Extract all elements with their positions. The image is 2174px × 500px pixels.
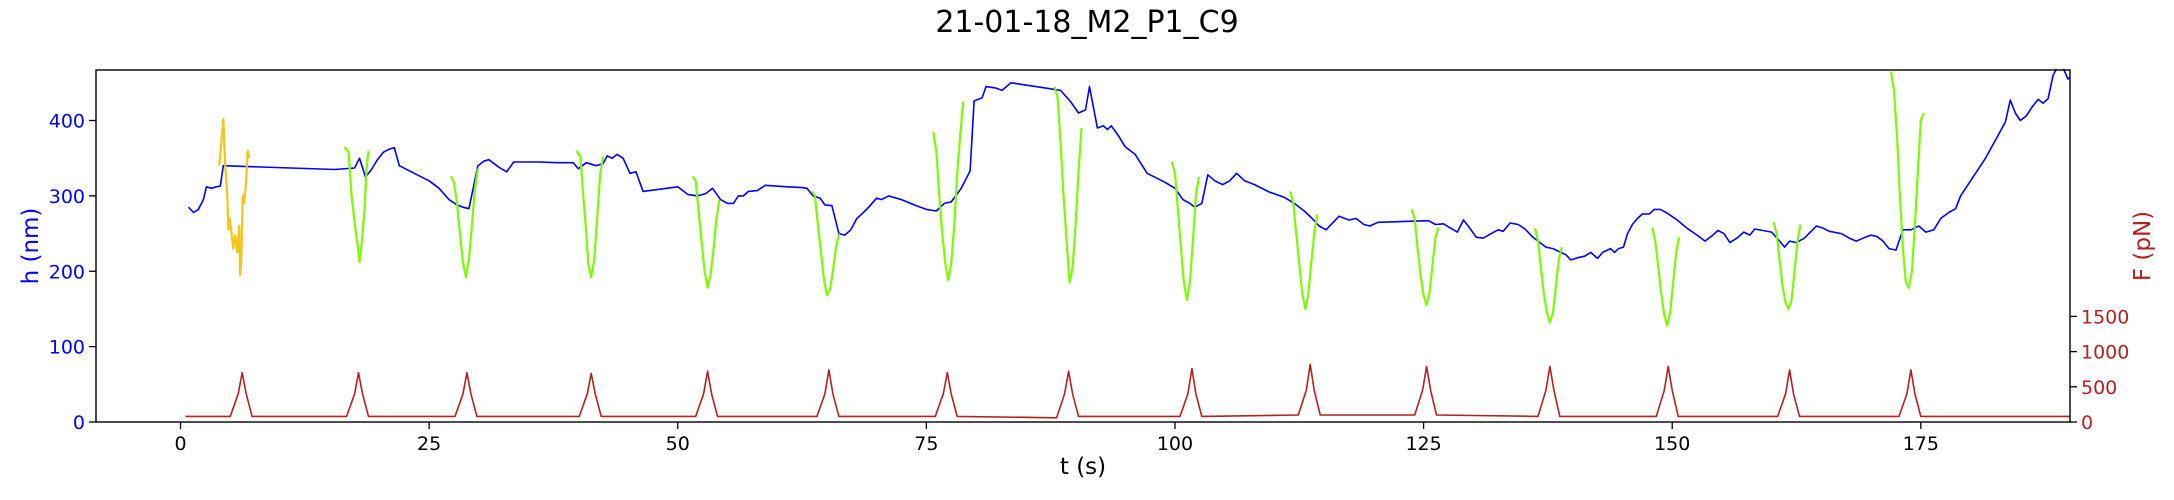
x-tick-label: 150 (1654, 433, 1690, 455)
y-left-tick-label: 200 (49, 261, 85, 283)
approach-segment-line-10 (1289, 191, 1319, 310)
y-right-axis-ticks: 0 500 1000 1500 (2070, 306, 2129, 434)
approach-segment-line-3 (450, 168, 479, 279)
force-series-line (185, 363, 2070, 419)
approach-segment-line-11 (1410, 209, 1440, 307)
x-tick-label: 0 (174, 433, 186, 455)
x-axis-ticks: 0 25 50 75 100 125 150 175 (174, 422, 1939, 455)
y-right-tick-label: 1500 (2081, 306, 2129, 328)
x-tick-label: 100 (1157, 433, 1193, 455)
approach-segment-line-13 (1651, 227, 1681, 327)
y-left-tick-label: 100 (49, 337, 85, 359)
approach-segment-line-15 (1889, 71, 1925, 289)
approach-segment-line-8 (1053, 86, 1083, 284)
y-right-tick-label: 0 (2081, 412, 2093, 434)
approach-segment-line-9 (1170, 161, 1200, 301)
approach-segment-line-2 (343, 146, 370, 264)
x-tick-label: 75 (914, 433, 938, 455)
x-tick-label: 125 (1405, 433, 1441, 455)
approach-segment-line-7 (932, 101, 965, 282)
plot-frame (95, 69, 2071, 423)
y-left-axis-label: h (nm) (18, 208, 44, 285)
approach-segment-line-4 (575, 150, 605, 279)
y-left-tick-label: 300 (49, 186, 85, 208)
approach-segment-line-6 (811, 190, 840, 297)
approach-segment-line-1 (218, 117, 251, 277)
approach-segment-line-12 (1533, 228, 1563, 324)
chart-title: 21-01-18_M2_P1_C9 (935, 5, 1238, 40)
approach-segment-line-5 (691, 175, 721, 289)
y-left-axis-ticks: 0 100 200 300 400 (49, 111, 96, 434)
y-left-tick-label: 400 (49, 111, 85, 133)
y-right-tick-label: 1000 (2081, 342, 2129, 364)
y-right-axis-label: F (pN) (2130, 211, 2156, 281)
series-layer (185, 69, 2070, 419)
x-tick-label: 25 (417, 433, 441, 455)
y-right-tick-label: 500 (2081, 377, 2117, 399)
x-tick-label: 50 (666, 433, 690, 455)
y-left-tick-label: 0 (73, 412, 85, 434)
height-series-line (187, 69, 2070, 261)
x-tick-label: 175 (1903, 433, 1939, 455)
approach-segment-line-14 (1772, 222, 1802, 310)
x-axis-label: t (s) (1060, 454, 1106, 480)
